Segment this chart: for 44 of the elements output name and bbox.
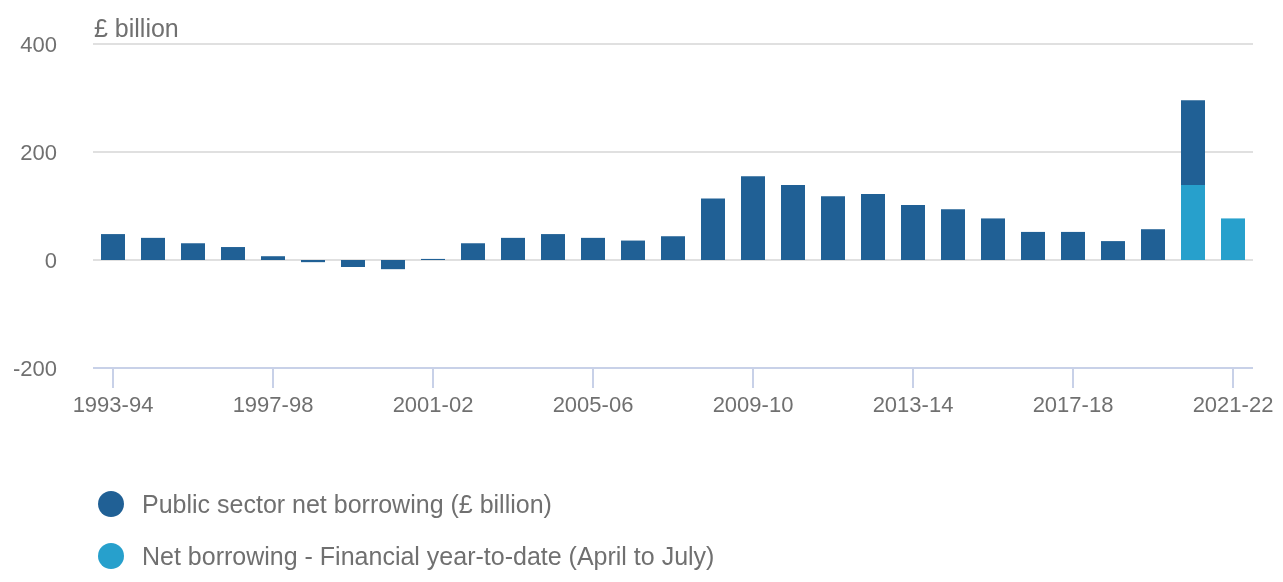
- bar: [1021, 231, 1045, 260]
- bar: [901, 204, 925, 260]
- bar: [661, 236, 685, 260]
- bar: [941, 209, 965, 260]
- x-tick-label: 2005-06: [552, 392, 634, 417]
- bar: [1061, 231, 1085, 260]
- x-tick-label: 2001-02: [392, 392, 474, 417]
- bar: [581, 237, 605, 260]
- legend-label: Net borrowing - Financial year-to-date (April to July): [142, 541, 715, 571]
- x-tick-label: 2017-18: [1032, 392, 1114, 417]
- bar: [541, 234, 565, 260]
- bar: [1181, 100, 1205, 185]
- bar: [981, 218, 1005, 260]
- x-tick-label: 1993-94: [72, 392, 154, 417]
- x-tick-label: 1997-98: [232, 392, 314, 417]
- bar: [621, 240, 645, 260]
- bar: [101, 234, 125, 260]
- y-tick-label: 200: [20, 139, 57, 165]
- bar: [501, 237, 525, 260]
- bar: [381, 260, 405, 270]
- bar: [1101, 241, 1125, 260]
- y-tick-label: 0: [44, 247, 57, 273]
- bar: [261, 256, 285, 260]
- y-axis-title: £ billion: [94, 14, 179, 43]
- bar: [1221, 218, 1245, 260]
- bar: [1141, 229, 1165, 260]
- x-tick-label: 2021-22: [1192, 392, 1274, 417]
- bar: [701, 198, 725, 260]
- bar: [461, 243, 485, 260]
- x-tick-label: 2013-14: [872, 392, 954, 417]
- bar: [221, 247, 245, 260]
- bar: [301, 260, 325, 263]
- y-tick-label: 400: [20, 31, 57, 57]
- bar: [141, 237, 165, 260]
- bar: [181, 243, 205, 260]
- x-tick-label: 2009-10: [712, 392, 794, 417]
- bar: [781, 184, 805, 260]
- y-tick-label: -200: [12, 355, 57, 381]
- bar: [341, 260, 365, 268]
- bar: [1181, 184, 1205, 260]
- bar: [741, 176, 765, 260]
- bar: [821, 196, 845, 260]
- bar: [861, 194, 885, 260]
- legend-label: Public sector net borrowing (£ billion): [142, 489, 552, 519]
